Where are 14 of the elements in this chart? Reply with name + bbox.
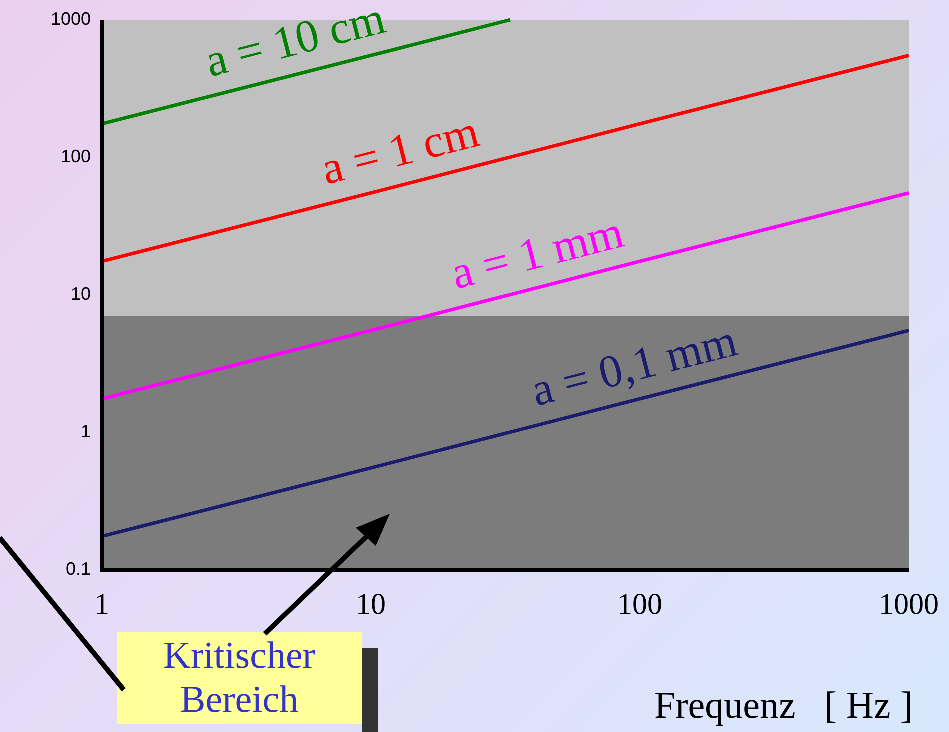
y-tick-label: 100 (60, 146, 91, 166)
text: a = 0,1 mm (526, 314, 742, 416)
x-tick-label: 100 (618, 588, 662, 621)
text: a = 1 cm (316, 105, 484, 194)
x-axis-title: Frequenz [ Hz ] (654, 685, 913, 727)
y-tick-label: 1000 (50, 8, 91, 29)
band-label: Kritischer Bereich (117, 632, 362, 724)
x-tick-label: 1000 (879, 588, 939, 621)
x-tick-label: 10 (356, 588, 386, 621)
y-tick-label: 10 (70, 284, 91, 304)
y-tick-label: 1 (80, 421, 91, 442)
text: a = 10 cm (200, 0, 390, 87)
y-tick-label: 0.1 (66, 558, 91, 579)
text: a = 1 mm (446, 206, 629, 299)
